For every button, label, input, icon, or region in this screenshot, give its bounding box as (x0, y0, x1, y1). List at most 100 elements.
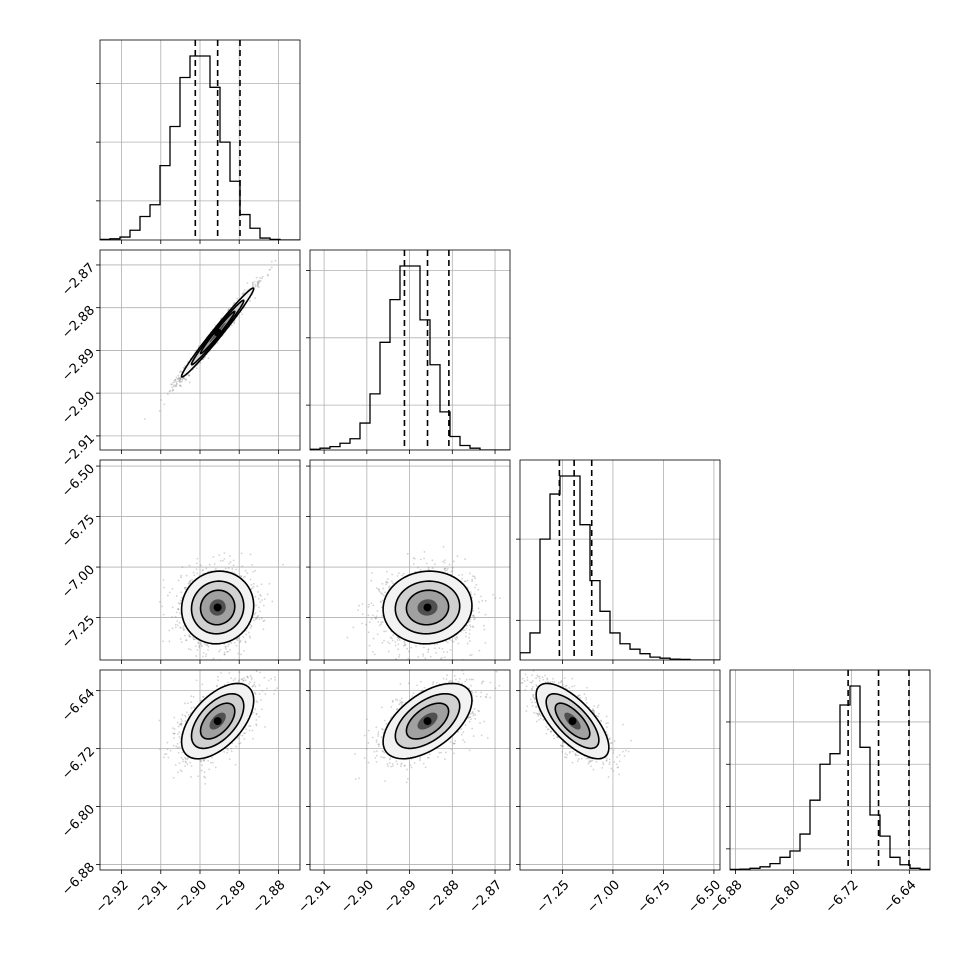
sample-point (188, 581, 191, 584)
sample-point (254, 595, 257, 598)
sample-point (357, 609, 360, 611)
sample-point (191, 578, 193, 581)
sample-point (445, 640, 448, 643)
sample-point (376, 633, 379, 636)
sample-point (189, 579, 192, 582)
sample-point (372, 637, 375, 640)
sample-point (388, 642, 391, 645)
sample-point (468, 640, 471, 642)
sample-point (176, 624, 179, 627)
sample-point (446, 567, 449, 570)
sample-point (249, 578, 252, 581)
sample-point (473, 617, 476, 620)
sample-point (471, 578, 474, 581)
y-tick-label: −2.89 (59, 346, 98, 385)
sample-point (431, 567, 434, 569)
sample-point (176, 620, 179, 623)
sample-point (484, 599, 487, 602)
sample-point (471, 614, 474, 617)
sample-point (185, 379, 188, 381)
sample-point (183, 587, 186, 589)
sample-point (181, 379, 184, 381)
sample-point (249, 636, 251, 639)
sample-point (223, 653, 226, 656)
sample-point (184, 634, 186, 637)
sample-point (179, 612, 181, 615)
sample-point (252, 285, 255, 288)
sample-point (179, 384, 181, 387)
sample-point (250, 625, 253, 628)
sample-point (472, 614, 475, 617)
sample-point (174, 623, 177, 626)
sample-point (266, 273, 269, 276)
sample-point (175, 382, 178, 385)
sample-point (352, 626, 355, 629)
sample-point (241, 292, 244, 295)
sample-point (179, 377, 182, 380)
sample-point (183, 365, 186, 367)
sample-point (468, 572, 471, 575)
sample-point (177, 608, 180, 610)
sample-point (448, 563, 451, 566)
sample-point (228, 562, 230, 565)
sample-point (171, 606, 174, 609)
sample-point (177, 602, 180, 604)
sample-point (368, 644, 371, 647)
sample-point (239, 641, 242, 643)
sample-point (239, 639, 242, 642)
sample-point (246, 572, 249, 575)
sample-point (219, 649, 222, 651)
sample-point (199, 361, 202, 364)
sample-point (249, 300, 252, 302)
sample-point (468, 633, 471, 635)
sample-point (469, 624, 471, 627)
sample-point (434, 563, 436, 566)
sample-point (373, 653, 376, 656)
sample-point (179, 380, 182, 383)
sample-point (177, 608, 180, 611)
plot-area (158, 670, 279, 785)
sample-point (361, 603, 364, 606)
sample-point (192, 638, 195, 641)
sample-point (423, 646, 425, 649)
sample-point (262, 620, 265, 623)
sample-point (168, 629, 171, 632)
sample-point (251, 283, 254, 286)
sample-point (378, 624, 381, 627)
sample-point (475, 583, 478, 586)
sample-point (242, 636, 245, 638)
sample-point (391, 573, 394, 576)
sample-point (252, 570, 255, 573)
sample-point (412, 557, 415, 559)
sample-point (177, 579, 180, 582)
sample-point (160, 399, 163, 401)
sample-point (179, 599, 182, 602)
sample-point (451, 569, 454, 572)
sample-point (375, 617, 378, 620)
sample-point (374, 617, 377, 620)
sample-point (396, 575, 399, 577)
sample-point (233, 322, 236, 325)
sample-point (180, 576, 182, 579)
sample-point (370, 579, 373, 582)
sample-point (255, 604, 257, 607)
sample-point (464, 631, 467, 634)
sample-point (472, 610, 475, 612)
sample-point (197, 641, 200, 644)
sample-point (212, 555, 215, 558)
sample-point (422, 655, 424, 657)
sample-point (175, 376, 178, 379)
histogram-line (100, 55, 300, 240)
sample-point (455, 636, 458, 638)
sample-point (470, 654, 473, 656)
sample-point (199, 642, 202, 645)
sample-point (208, 563, 211, 566)
sample-point (427, 568, 430, 571)
sample-point (257, 591, 259, 593)
sample-point (371, 650, 374, 653)
sample-point (397, 572, 400, 575)
sample-point (243, 289, 246, 291)
sample-point (178, 371, 181, 373)
sample-point (179, 384, 181, 387)
sample-point (231, 568, 234, 570)
